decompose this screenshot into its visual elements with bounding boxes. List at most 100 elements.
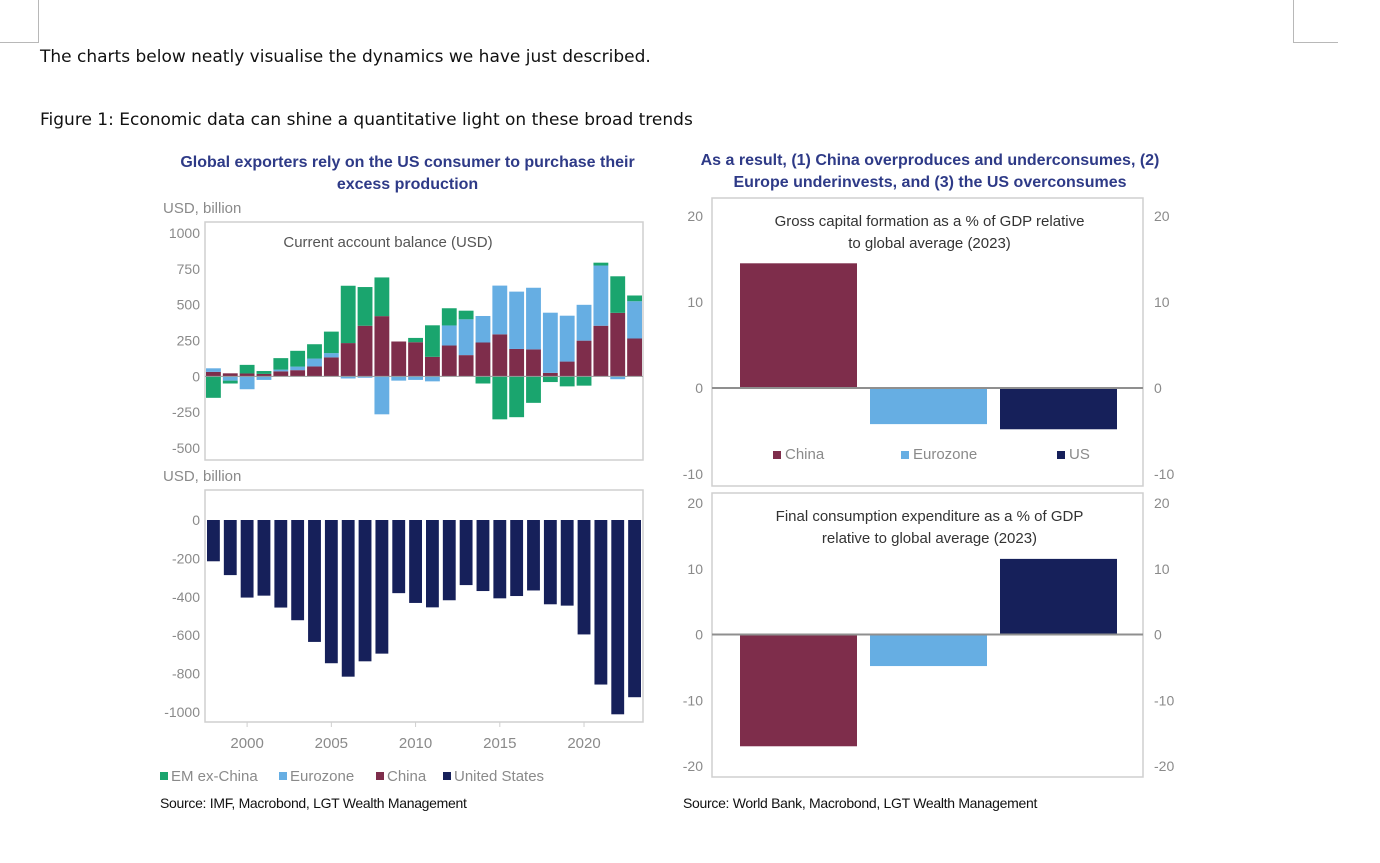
left-panel-title: Global exporters rely on the US consumer…	[180, 154, 635, 193]
bar-china	[542, 372, 558, 377]
bar-eurozone	[492, 285, 508, 335]
x-tick-label: 2015	[483, 735, 516, 752]
bar-em	[239, 364, 255, 374]
plot-frame	[204, 221, 644, 461]
bar-us	[240, 520, 254, 598]
bar-china	[593, 325, 609, 377]
y-tick-label-right: 0	[1154, 380, 1162, 396]
bar-em	[425, 325, 440, 357]
bar-eurozone	[273, 369, 289, 372]
bar-us	[628, 520, 641, 698]
bar-china	[475, 342, 491, 377]
y-tick-label-left: -20	[683, 758, 703, 774]
y-tick-label: 1000	[169, 225, 200, 241]
y-tick-label-right: 20	[1154, 208, 1170, 224]
bar-china	[425, 356, 440, 377]
y-tick-label: -400	[172, 589, 200, 605]
y-tick-label-right: 20	[1154, 495, 1170, 511]
bar-em	[576, 376, 592, 386]
y-tick-label-right: -10	[1154, 466, 1174, 482]
bar-eurozone	[542, 312, 558, 373]
left-legend: EM ex-China Eurozone China United States	[160, 768, 544, 785]
right-panel-title: As a result, (1) China overproduces and …	[700, 152, 1160, 191]
legend-swatch-china	[376, 772, 384, 780]
legend-swatch-china	[773, 451, 781, 459]
y-tick-label-left: 20	[687, 495, 703, 511]
y-tick-label-right: -20	[1154, 758, 1174, 774]
left-source: Source: IMF, Macrobond, LGT Wealth Manag…	[160, 795, 467, 811]
bar-em	[509, 376, 525, 418]
legend-label: Eurozone	[290, 768, 354, 785]
chart-title: Gross capital formation as a % of GDP re…	[775, 213, 1085, 252]
bar-us	[442, 520, 456, 601]
plot-frame	[204, 489, 644, 723]
bar-eurozone	[323, 353, 339, 358]
bar-em	[273, 358, 289, 370]
y-tick-label: 500	[177, 297, 201, 313]
bar-us	[375, 520, 389, 654]
bar-china	[509, 348, 525, 377]
bar-eurozone	[509, 291, 525, 349]
y-tick-label-left: -10	[683, 692, 703, 708]
y-tick-label: -500	[172, 440, 200, 456]
bar-us	[493, 520, 507, 599]
bar-eurozone	[458, 319, 474, 356]
y-tick-label-left: 10	[687, 561, 703, 577]
y-tick-label: -1000	[164, 704, 200, 720]
bar-us	[476, 520, 490, 592]
legend-label: Eurozone	[913, 446, 977, 463]
plot-frame	[711, 197, 1144, 487]
bar-em	[222, 380, 238, 384]
bar-china	[307, 366, 322, 377]
x-tick-label: 2010	[399, 735, 432, 752]
bar-us	[223, 520, 237, 576]
bar-em	[374, 277, 390, 317]
bar-eurozone	[340, 376, 356, 379]
chart-title: Final consumption expenditure as a % of …	[776, 508, 1084, 547]
bar-em	[357, 287, 373, 326]
bar-eurozone	[391, 376, 407, 381]
y-tick-label: 250	[177, 333, 201, 349]
x-tick-label: 2000	[230, 735, 263, 752]
bar-em	[441, 308, 457, 326]
bar-em	[627, 295, 642, 302]
bar-eurozone	[870, 634, 987, 667]
bar-eurozone	[425, 376, 440, 382]
bar-em	[206, 376, 221, 398]
bar-eurozone	[526, 287, 541, 350]
y-tick-label-right: -10	[1154, 692, 1174, 708]
y-tick-label-left: 0	[695, 380, 703, 396]
bar-china	[256, 373, 272, 377]
y-tick-label: 0	[192, 512, 200, 528]
y-axis-unit: USD, billion	[163, 468, 241, 485]
bar-eurozone	[870, 388, 987, 425]
y-tick-label: -200	[172, 550, 200, 566]
y-tick-label-right: 0	[1154, 627, 1162, 643]
bar-china	[441, 345, 457, 377]
bar-china	[323, 357, 339, 377]
bar-eurozone	[206, 368, 221, 372]
bar-us	[409, 520, 422, 603]
crop-mark-top-left	[0, 0, 39, 43]
bar-eurozone	[408, 376, 423, 380]
bar-em	[542, 376, 558, 383]
y-tick-label-left: 10	[687, 294, 703, 310]
bar-em	[256, 371, 272, 374]
legend-swatch-us	[443, 772, 451, 780]
bar-us	[527, 520, 540, 591]
bar-eurozone	[627, 301, 642, 339]
y-tick-label: -800	[172, 666, 200, 682]
bar-eurozone	[239, 376, 255, 390]
chart-title: Current account balance (USD)	[283, 234, 492, 251]
bar-china	[526, 349, 541, 377]
legend-label: US	[1069, 446, 1090, 463]
bar-eurozone	[441, 325, 457, 346]
legend-swatch-em	[160, 772, 168, 780]
bar-china	[206, 371, 221, 377]
legend-label: United States	[454, 768, 544, 785]
y-tick-label: -600	[172, 627, 200, 643]
current-account-chart: USD, billion 1000 750 500 250 0 -250 -500 Curren…	[163, 200, 644, 461]
y-tick-label-right: 10	[1154, 561, 1170, 577]
y-tick-label: -250	[172, 404, 200, 420]
